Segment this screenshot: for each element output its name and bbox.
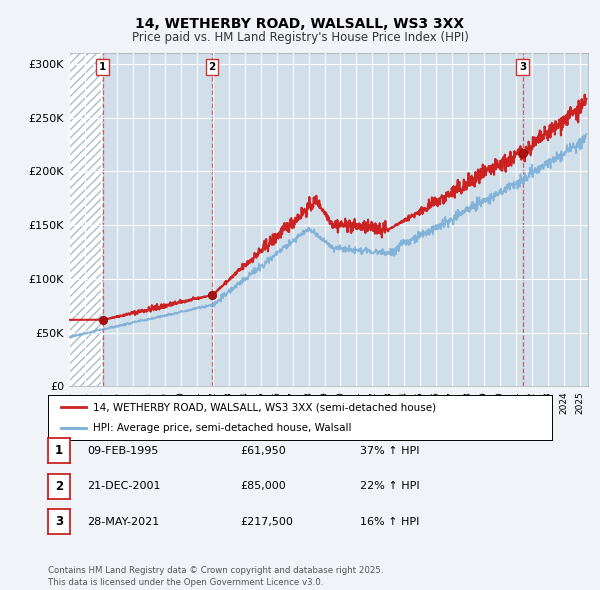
Text: 37% ↑ HPI: 37% ↑ HPI (360, 446, 419, 455)
Bar (103, 53, 212, 386)
Text: 16% ↑ HPI: 16% ↑ HPI (360, 517, 419, 526)
Bar (523, 53, 588, 386)
Text: 14, WETHERBY ROAD, WALSALL, WS3 3XX: 14, WETHERBY ROAD, WALSALL, WS3 3XX (136, 17, 464, 31)
Text: 3: 3 (519, 62, 526, 72)
Text: 22% ↑ HPI: 22% ↑ HPI (360, 481, 419, 491)
Text: £217,500: £217,500 (240, 517, 293, 526)
Text: 3: 3 (55, 515, 63, 528)
Text: HPI: Average price, semi-detached house, Walsall: HPI: Average price, semi-detached house,… (94, 422, 352, 432)
Text: £61,950: £61,950 (240, 446, 286, 455)
Text: Contains HM Land Registry data © Crown copyright and database right 2025.
This d: Contains HM Land Registry data © Crown c… (48, 566, 383, 587)
Text: 1: 1 (99, 62, 106, 72)
Text: 2: 2 (209, 62, 216, 72)
Text: 14, WETHERBY ROAD, WALSALL, WS3 3XX (semi-detached house): 14, WETHERBY ROAD, WALSALL, WS3 3XX (sem… (94, 402, 436, 412)
Text: 21-DEC-2001: 21-DEC-2001 (87, 481, 161, 491)
Bar (212, 53, 523, 386)
Text: 28-MAY-2021: 28-MAY-2021 (87, 517, 159, 526)
Text: 2: 2 (55, 480, 63, 493)
Text: Price paid vs. HM Land Registry's House Price Index (HPI): Price paid vs. HM Land Registry's House … (131, 31, 469, 44)
Text: 1: 1 (55, 444, 63, 457)
Text: £85,000: £85,000 (240, 481, 286, 491)
Bar (69, 53, 103, 386)
Text: 09-FEB-1995: 09-FEB-1995 (87, 446, 158, 455)
